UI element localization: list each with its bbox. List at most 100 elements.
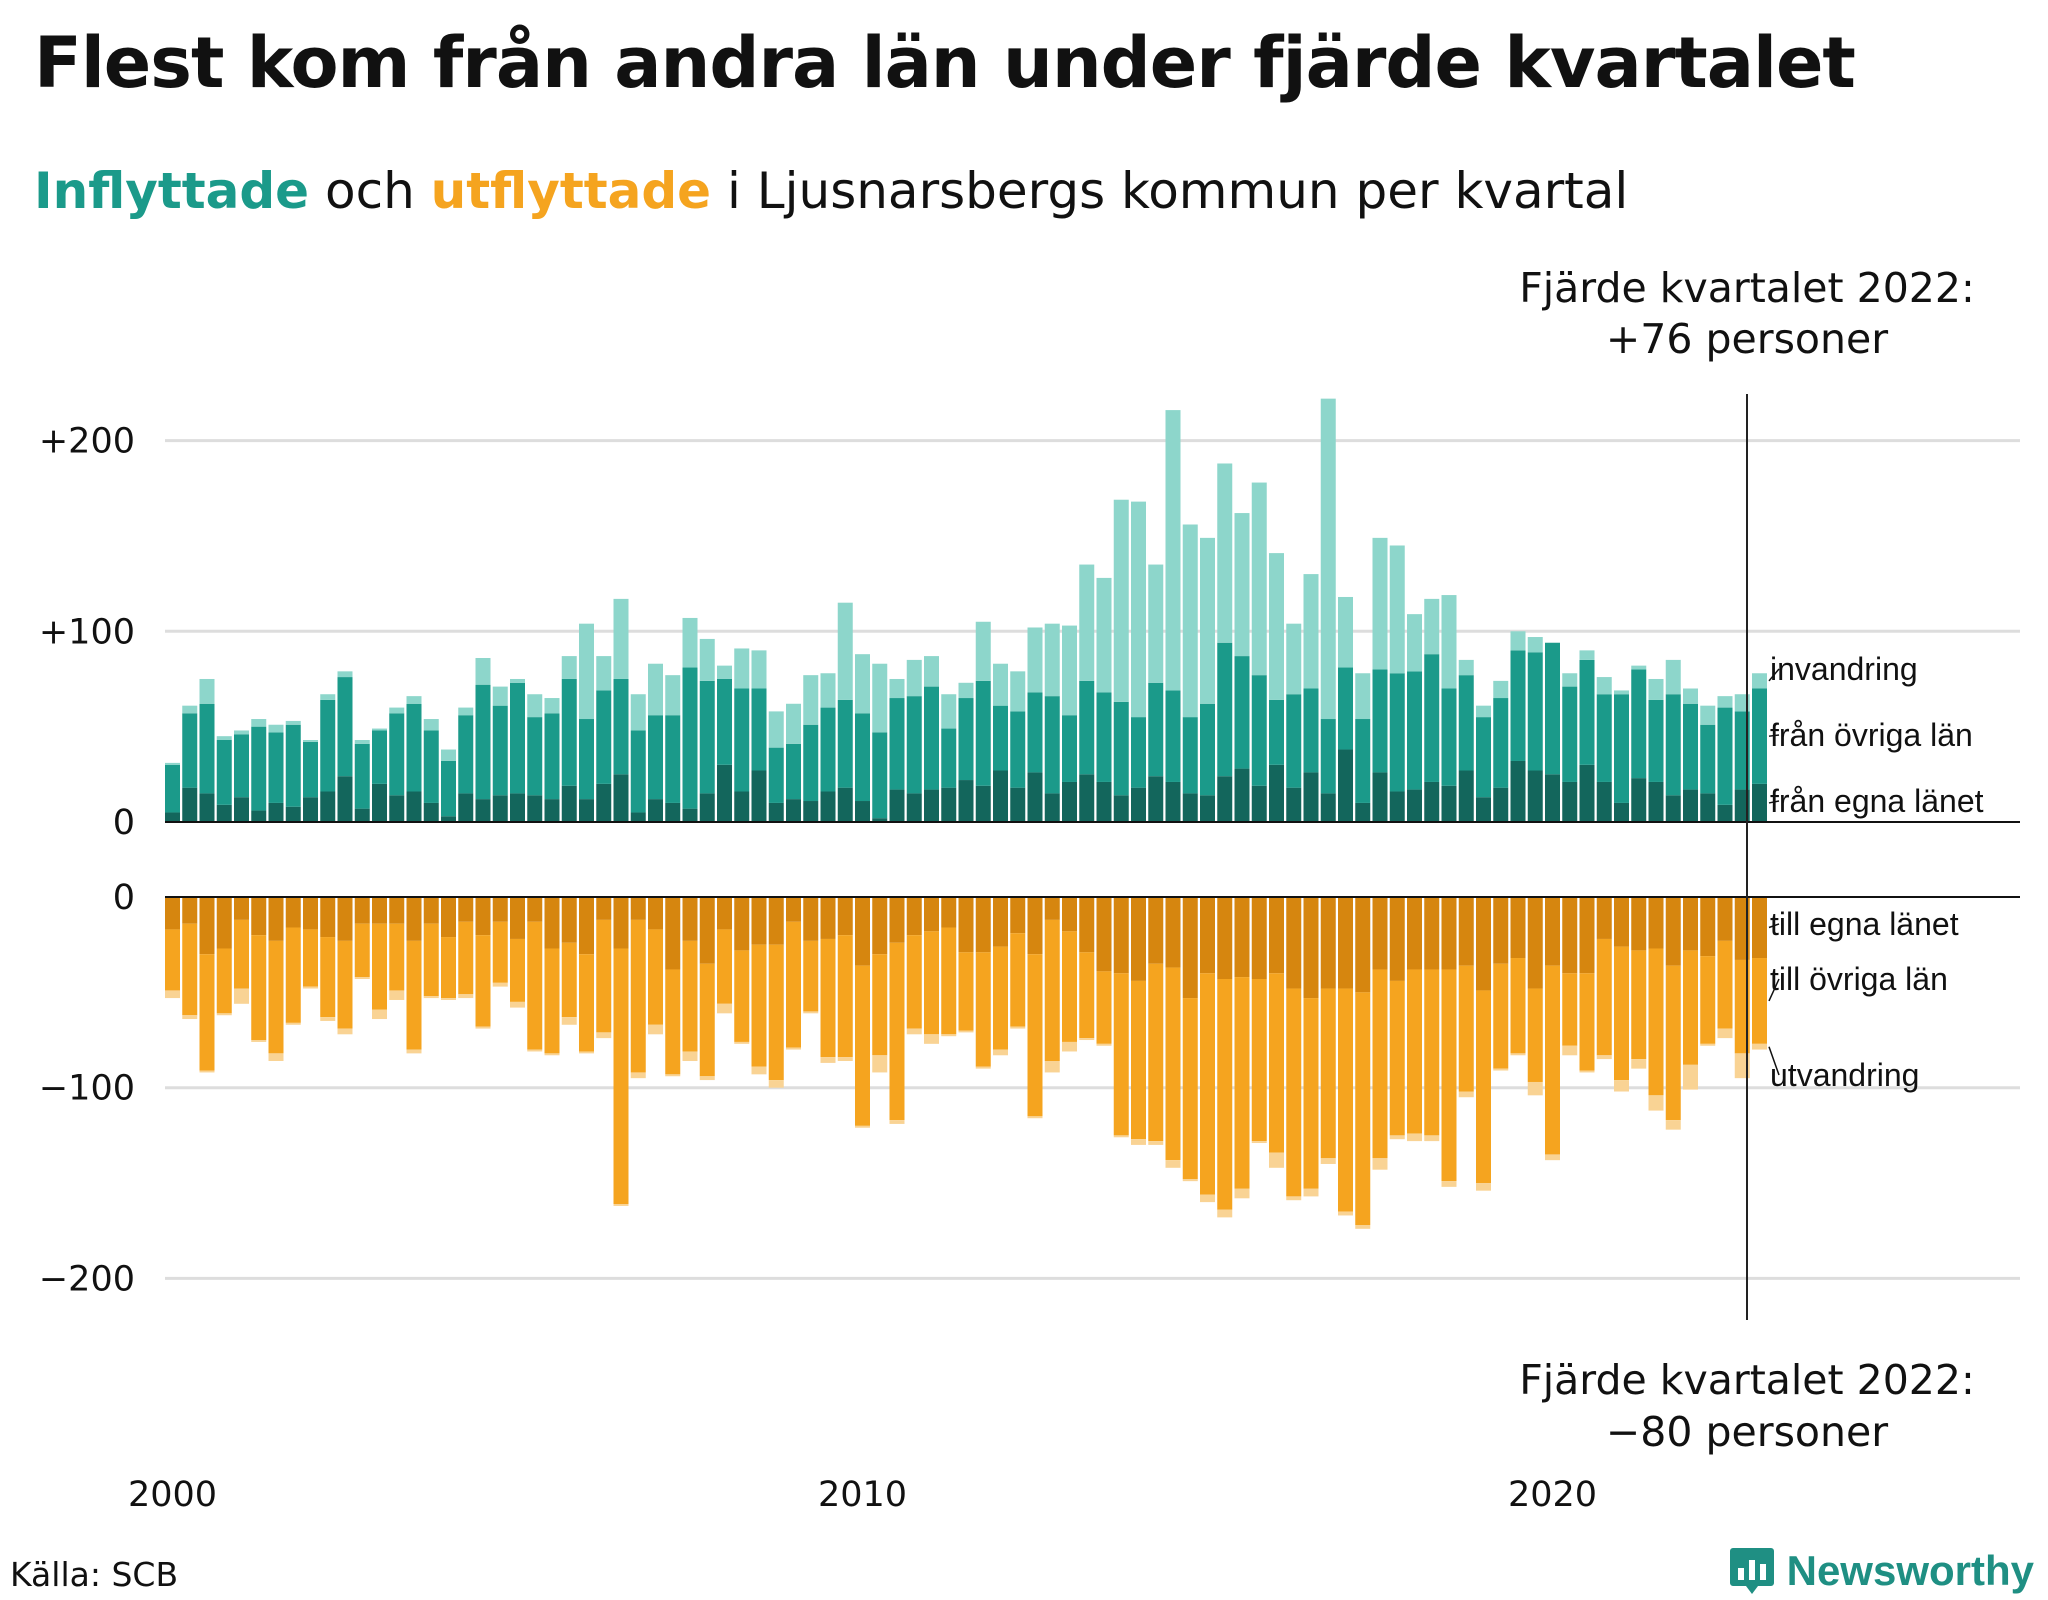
bar-inflow-segment <box>1493 680 1509 699</box>
bar-inflow-segment <box>354 743 370 809</box>
bar-outflow-segment <box>993 897 1008 947</box>
bar-inflow-segment <box>855 801 870 822</box>
series-label-leader <box>1768 734 1780 737</box>
bar-outflow-segment <box>993 946 1008 1050</box>
bar-outflow-segment <box>234 897 249 920</box>
bar-inflow-segment <box>699 638 715 681</box>
bar-outflow-segment <box>510 897 525 939</box>
bar-outflow-segment <box>941 927 957 1035</box>
bar-outflow-segment <box>786 897 801 922</box>
bar-outflow-segment <box>613 948 629 1205</box>
bar-outflow-segment <box>354 923 370 978</box>
bar-outflow-segment <box>1355 992 1371 1225</box>
bar-inflow-segment <box>1131 717 1146 788</box>
bar-outflow-segment <box>1579 973 1595 1071</box>
subtitle-and: och <box>309 162 431 220</box>
bar-outflow-segment <box>993 1049 1008 1056</box>
bar-inflow-segment <box>596 656 612 691</box>
bar-outflow-segment <box>251 935 267 1041</box>
bar-outflow-segment <box>958 1030 974 1033</box>
bar-inflow-segment <box>441 760 456 817</box>
bar-outflow-segment <box>717 897 732 930</box>
bar-inflow-segment <box>786 799 801 822</box>
bar-outflow-segment <box>1683 1064 1698 1090</box>
bar-outflow-segment <box>1389 897 1405 981</box>
bar-inflow-segment <box>1407 671 1422 790</box>
bar-inflow-segment <box>303 740 318 742</box>
bar-inflow-segment <box>372 730 387 784</box>
bar-inflow-segment <box>1200 795 1215 822</box>
bar-outflow-segment <box>1182 1179 1198 1182</box>
bar-inflow-segment <box>372 728 387 731</box>
bar-inflow-segment <box>751 650 767 689</box>
bar-outflow-segment <box>1389 980 1405 1136</box>
bar-outflow-segment <box>734 950 750 1042</box>
bar-outflow-segment <box>389 990 405 1000</box>
bar-outflow-segment <box>1476 897 1491 991</box>
bar-inflow-segment <box>1389 545 1405 674</box>
bar-outflow-segment <box>906 1028 922 1035</box>
bar-inflow-segment <box>320 791 336 822</box>
bar-inflow-segment <box>1493 787 1509 822</box>
series-labels: från egna länet från övriga län invandring… <box>1768 651 1984 1093</box>
bar-inflow-segment <box>1424 781 1440 822</box>
bar-inflow-segment <box>510 682 525 794</box>
bar-outflow-segment <box>510 1001 525 1008</box>
bar-outflow-segment <box>1407 969 1422 1134</box>
bar-inflow-segment <box>596 690 612 784</box>
bar-inflow-segment <box>1648 781 1664 822</box>
bar-outflow-segment <box>579 954 594 1052</box>
bar-inflow-segment <box>958 780 974 822</box>
bar-inflow-segment <box>837 699 853 788</box>
bar-inflow-segment <box>1269 699 1284 765</box>
bar-outflow-segment <box>1372 969 1388 1159</box>
bar-inflow-segment <box>1320 719 1336 794</box>
bar-outflow-segment <box>889 1120 905 1124</box>
bar-outflow-segment <box>1545 1154 1560 1161</box>
series-label-inflow: från övriga län <box>1770 717 1973 753</box>
bar-inflow-segment <box>544 799 560 822</box>
bar-inflow-segment <box>889 678 905 699</box>
bar-inflow-segment <box>751 688 767 771</box>
bar-outflow-segment <box>1320 1158 1336 1164</box>
bar-inflow-segment <box>630 694 646 731</box>
bar-outflow-segment <box>1700 897 1716 957</box>
bar-outflow-segment <box>820 1057 836 1063</box>
bar-inflow-segment <box>1286 787 1302 822</box>
bar-inflow-segment <box>1044 623 1060 697</box>
bar-outflow-segment <box>165 897 180 930</box>
bar-inflow-segment <box>1234 768 1250 822</box>
bar-inflow-segment <box>372 783 387 822</box>
bar-inflow-segment <box>1200 703 1215 796</box>
bar-outflow-segment <box>630 897 646 920</box>
bar-inflow-segment <box>1217 463 1233 643</box>
bar-inflow-segment <box>803 724 819 802</box>
bar-inflow-segment <box>734 791 750 822</box>
bar-outflow-segment <box>1441 969 1457 1182</box>
bar-inflow-segment <box>544 713 560 800</box>
bar-inflow-segment <box>855 654 870 714</box>
bar-inflow-segment <box>613 598 629 679</box>
bar-inflow-segment <box>924 789 939 822</box>
bar-inflow-segment <box>1752 688 1767 784</box>
bar-outflow-segment <box>924 1034 939 1044</box>
bar-outflow-segment <box>1148 963 1164 1142</box>
bar-inflow-segment <box>1424 654 1440 782</box>
bar-outflow-segment <box>1286 1196 1302 1201</box>
bar-outflow-segment <box>1441 1181 1457 1187</box>
bar-inflow-segment <box>165 762 180 765</box>
bar-outflow-segment <box>975 952 991 1067</box>
bar-inflow-segment <box>1614 802 1629 822</box>
bar-inflow-segment <box>441 816 456 822</box>
bar-outflow-segment <box>1234 977 1250 1189</box>
bar-outflow-segment <box>1700 1043 1716 1046</box>
bar-inflow-segment <box>1510 650 1526 761</box>
x-tick-labels: 2000 2010 2020 <box>128 1475 1597 1515</box>
bottom-annotation-line2: −80 personer <box>1606 1408 1888 1456</box>
bar-inflow-segment <box>1614 690 1629 695</box>
bar-inflow-segment <box>906 659 922 697</box>
bar-outflow-segment <box>1303 897 1319 999</box>
bar-inflow-segment <box>993 705 1008 771</box>
series-label-leader <box>1768 978 1780 1002</box>
bar-outflow-segment <box>182 923 198 1016</box>
